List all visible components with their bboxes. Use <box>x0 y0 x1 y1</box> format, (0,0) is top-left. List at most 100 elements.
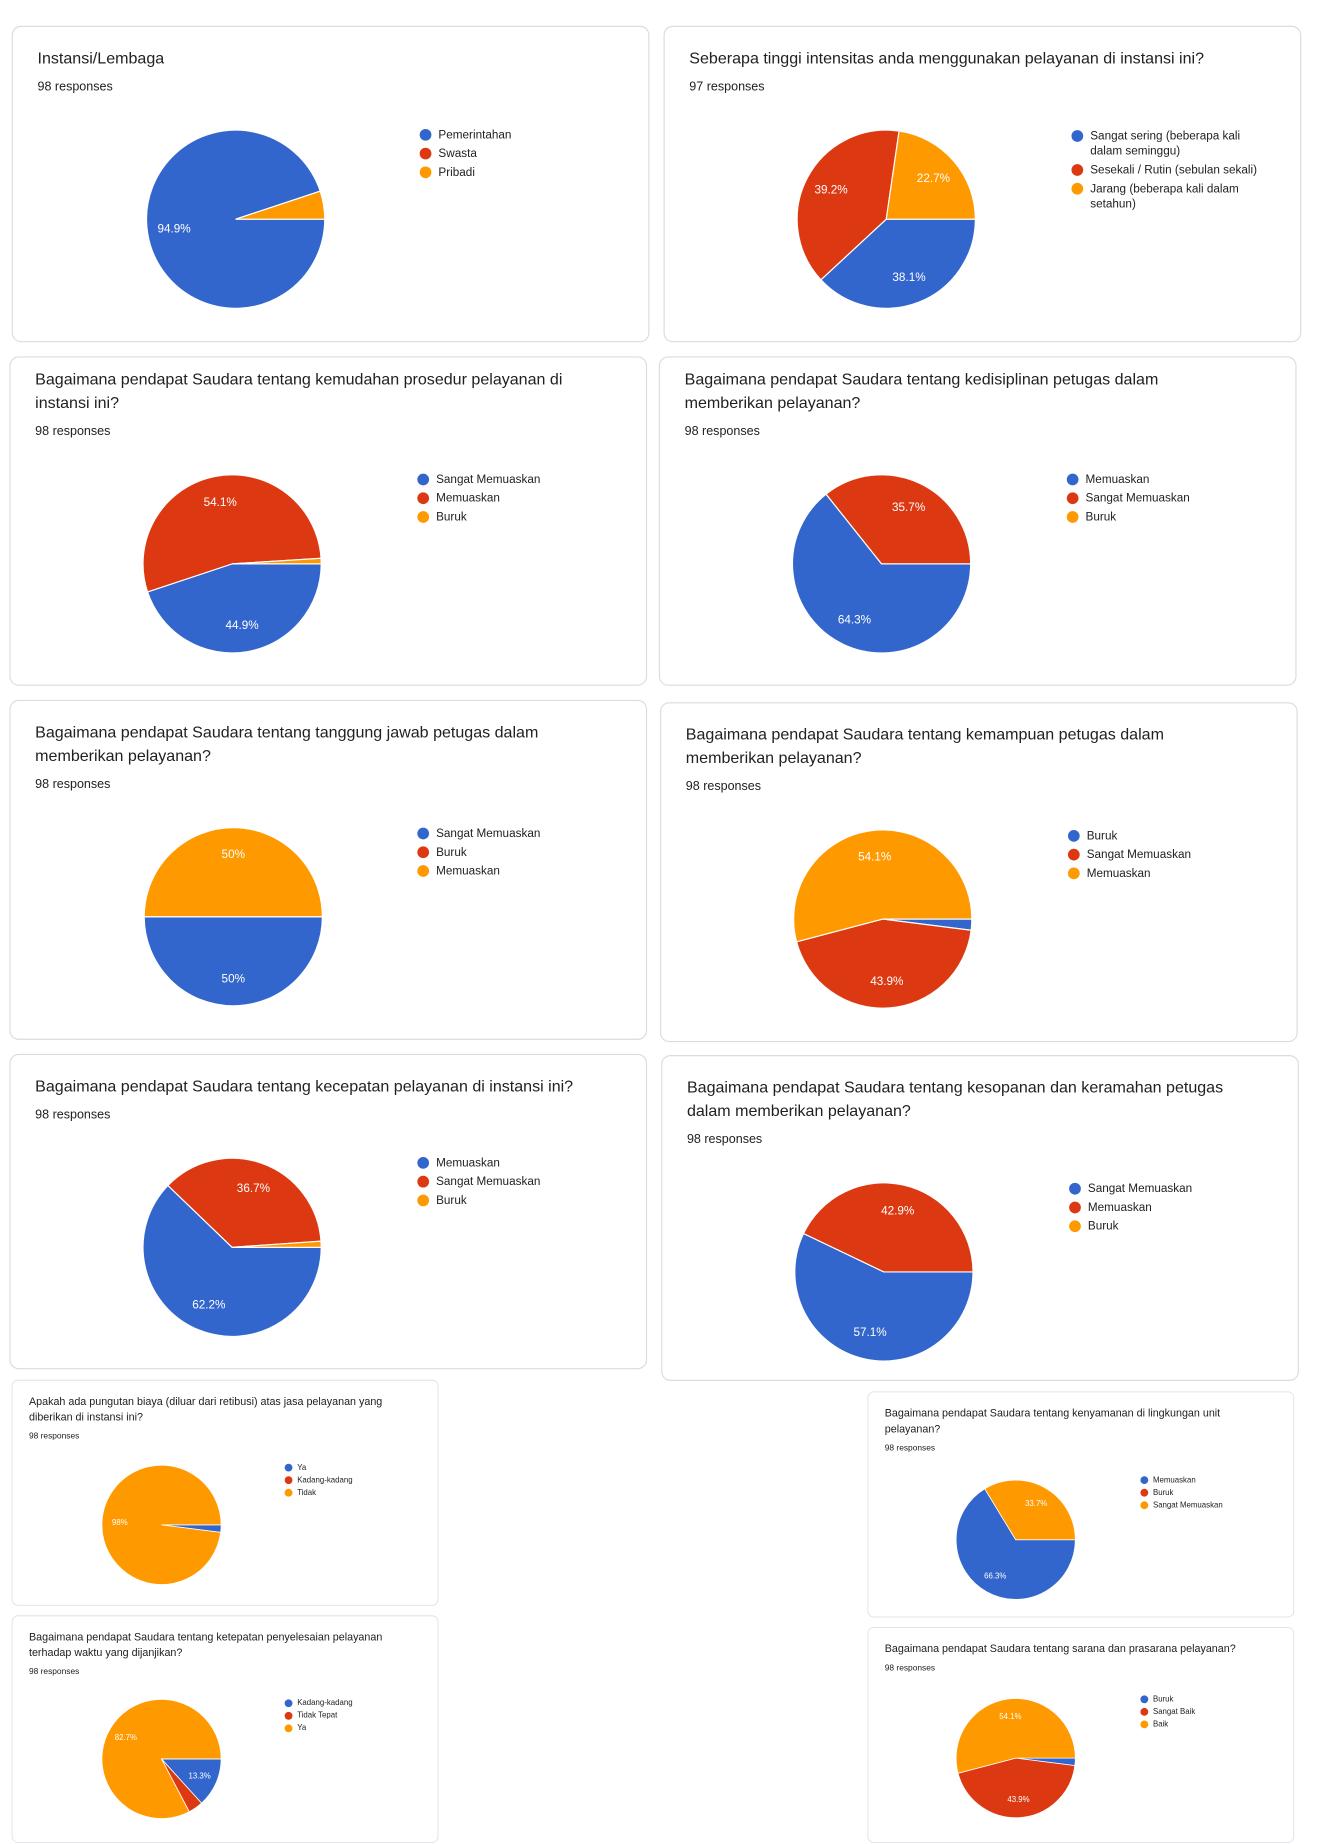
question-title: Bagaimana pendapat Saudara tentang tangg… <box>35 723 539 765</box>
legend-swatch <box>284 1463 293 1472</box>
response-count: 98 responses <box>685 779 762 794</box>
legend-item[interactable]: Buruk <box>417 845 610 860</box>
legend-item[interactable]: Sangat Baik <box>1140 1707 1269 1717</box>
legend-item[interactable]: Buruk <box>1140 1694 1269 1704</box>
legend-item[interactable]: Swasta <box>419 146 613 161</box>
question-title: Bagaimana pendapat Saudara tentang kemam… <box>685 725 1164 767</box>
pie-slice-sesekali-rutin-sebulan-sekali[interactable] <box>796 129 900 281</box>
legend-swatch <box>1069 1201 1081 1214</box>
legend-item[interactable]: Sangat Memuaskan <box>1067 847 1261 862</box>
legend-item[interactable]: Memuaskan <box>417 863 610 878</box>
legend-item[interactable]: Memuaskan <box>417 1155 610 1170</box>
pie-slice-label: 50% <box>222 848 245 861</box>
chart-card-kesopanan-keramahan: Bagaimana pendapat Saudara tentang kesop… <box>661 1055 1299 1381</box>
legend-item[interactable]: Tidak <box>284 1488 414 1498</box>
pie-slice-memuaskan[interactable] <box>791 493 972 654</box>
pie-slice-buruk[interactable] <box>232 557 322 565</box>
pie-slice-label: 42.9% <box>881 1205 914 1218</box>
question-title: Seberapa tinggi intensitas anda mengguna… <box>689 49 1205 67</box>
pie-chart: 66.3% 33.7% <box>955 1479 1076 1600</box>
legend-item[interactable]: Sangat Memuaskan <box>417 1174 610 1189</box>
legend-swatch <box>417 492 430 505</box>
legend-item[interactable]: Memuaskan <box>1069 1200 1262 1215</box>
legend-item[interactable]: Kadang-kadang <box>284 1698 414 1708</box>
legend-item[interactable]: Baik <box>1140 1719 1269 1729</box>
pie-slice-sangat-memuaskan[interactable] <box>825 474 972 565</box>
pie-slice-tidak[interactable] <box>101 1464 222 1585</box>
legend-item[interactable]: Buruk <box>1066 509 1260 524</box>
pie-chart: 98% <box>101 1464 222 1585</box>
pie-slice-sangat-memuaskan[interactable] <box>794 1232 974 1362</box>
chart-legend: Buruk Sangat Baik Baik <box>1140 1694 1269 1732</box>
legend-item[interactable]: Tidak Tepat <box>284 1710 414 1720</box>
legend-item[interactable]: Memuaskan <box>1140 1475 1269 1485</box>
legend-item[interactable]: Buruk <box>417 509 610 524</box>
legend-item[interactable]: Sangat sering (beberapa kali dalam semin… <box>1071 128 1264 158</box>
legend-swatch <box>1067 867 1080 880</box>
pie-slice-sangat-memuaskan[interactable] <box>167 1157 322 1248</box>
pie-slice-label: 54.1% <box>858 851 891 864</box>
legend-item[interactable]: Sesekali / Rutin (sebulan sekali) <box>1071 162 1264 177</box>
legend-item[interactable]: Buruk <box>1067 828 1261 843</box>
legend-label: Buruk <box>436 510 467 524</box>
legend-item[interactable]: Memuaskan <box>1066 472 1260 487</box>
legend-swatch <box>1067 848 1080 861</box>
pie-slice-memuaskan[interactable] <box>142 1184 322 1337</box>
legend-swatch <box>1140 1707 1149 1716</box>
legend-item[interactable]: Memuaskan <box>417 491 610 506</box>
pie-slice-memuaskan[interactable] <box>802 1182 974 1273</box>
response-count: 98 responses <box>686 1132 763 1147</box>
question-title: Bagaimana pendapat Saudara tentang kemud… <box>35 370 563 412</box>
pie-slice-ya[interactable] <box>101 1698 222 1819</box>
pie-slice-baik[interactable] <box>955 1698 1076 1774</box>
legend-swatch <box>1066 511 1079 523</box>
legend-item[interactable]: Pemerintahan <box>419 127 613 142</box>
pie-slice-label: 57.1% <box>853 1326 886 1339</box>
legend-item[interactable]: Pribadi <box>419 165 613 180</box>
legend-item[interactable]: Sangat Memuaskan <box>1066 491 1260 506</box>
legend-swatch <box>419 166 432 179</box>
legend-item[interactable]: Ya <box>284 1723 414 1733</box>
legend-label: Memuaskan <box>1152 1475 1196 1485</box>
pie-slice-memuaskan[interactable] <box>142 474 322 593</box>
chart-card-kecepatan-pelayanan: Bagaimana pendapat Saudara tentang kecep… <box>9 1053 648 1370</box>
legend-item[interactable]: Kadang-kadang <box>284 1475 414 1485</box>
pie-slice-memuaskan[interactable] <box>793 829 973 943</box>
pie-slice-sangat-memuaskan[interactable] <box>146 563 322 654</box>
legend-item[interactable]: Buruk <box>417 1193 610 1208</box>
pie-slice-jarang-beberapa-kali-dalam-setahun[interactable] <box>885 130 976 220</box>
pie-slice-sangat-memuaskan[interactable] <box>984 1479 1076 1541</box>
chart-legend: Pemerintahan Swasta Pribadi <box>419 127 613 183</box>
legend-item[interactable]: Sangat Memuaskan <box>417 472 610 487</box>
pie-slice-sangat-memuaskan[interactable] <box>795 918 972 1009</box>
legend-item[interactable]: Buruk <box>1069 1219 1262 1234</box>
pie-slice-sangat-sering-beberapa-kali-dalam-seminggu[interactable] <box>820 218 976 309</box>
legend-item[interactable]: Sangat Memuaskan <box>417 826 610 841</box>
legend-item[interactable]: Buruk <box>1140 1488 1269 1498</box>
legend-swatch <box>419 147 432 160</box>
legend-item[interactable]: Jarang (beberapa kali dalam setahun) <box>1071 181 1264 211</box>
legend-label: Sangat Memuaskan <box>1086 848 1191 862</box>
pie-slice-label: 62.2% <box>192 1299 225 1312</box>
pie-chart: 38.1% 39.2% 22.7% <box>796 129 976 309</box>
legend-swatch <box>284 1698 293 1707</box>
chart-card-tanggung-jawab: Bagaimana pendapat Saudara tentang tangg… <box>9 699 648 1040</box>
pie-slice-label: 36.7% <box>237 1182 270 1195</box>
pie-slice-memuaskan[interactable] <box>955 1488 1076 1600</box>
pie-slice-label: 44.9% <box>225 619 258 632</box>
legend-label: Memuaskan <box>436 1156 500 1170</box>
pie-slice-sangat-baik[interactable] <box>957 1757 1076 1819</box>
pie-slice-memuaskan[interactable] <box>143 827 323 918</box>
legend-label: Pemerintahan <box>438 128 512 142</box>
legend-item[interactable]: Sangat Memuaskan <box>1069 1181 1262 1196</box>
legend-item[interactable]: Memuaskan <box>1067 866 1261 881</box>
pie-slice-pribadi[interactable] <box>235 190 326 220</box>
pie-slice-sangat-memuaskan[interactable] <box>143 916 323 1007</box>
legend-item[interactable]: Sangat Memuaskan <box>1140 1500 1269 1510</box>
legend-item[interactable]: Ya <box>284 1463 414 1473</box>
legend-label: Buruk <box>1087 1219 1119 1233</box>
pie-slice-buruk[interactable] <box>232 1240 322 1248</box>
legend-label: Jarang (beberapa kali dalam setahun) <box>1090 182 1239 211</box>
question-title: Instansi/Lembaga <box>37 49 165 67</box>
